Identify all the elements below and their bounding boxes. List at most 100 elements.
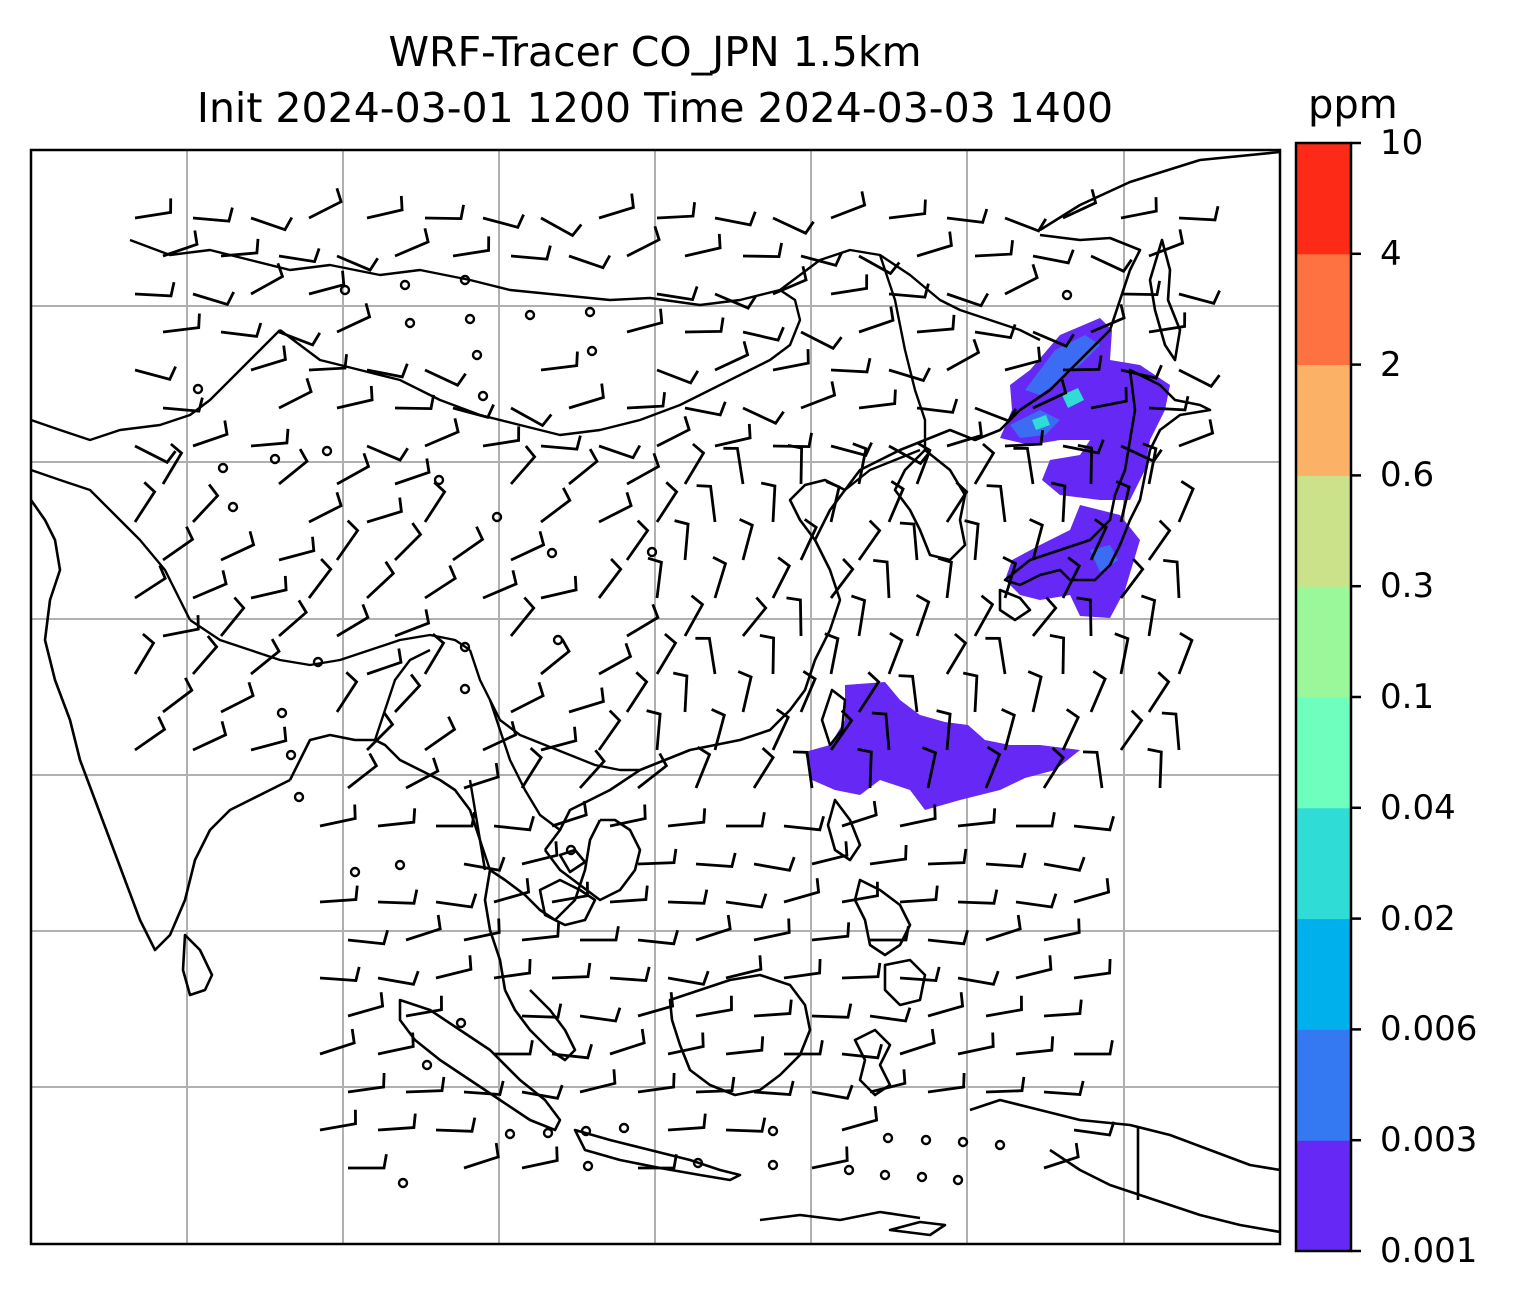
wind-barb xyxy=(308,491,343,524)
wind-barb-calm xyxy=(471,349,483,361)
wind-barb xyxy=(637,929,679,946)
wind-barb xyxy=(841,1106,879,1132)
wind-barb xyxy=(899,1028,936,1056)
wind-barb xyxy=(540,638,571,676)
wind-barb xyxy=(377,808,417,828)
wind-barb xyxy=(250,726,288,752)
wind-barb xyxy=(568,448,599,486)
wind-barb xyxy=(1076,596,1093,637)
wind-barb xyxy=(957,808,997,828)
wind-barb xyxy=(597,558,623,599)
wind-barb xyxy=(598,642,633,676)
wind-barb xyxy=(1178,368,1221,389)
wind-barb xyxy=(1090,387,1128,410)
wind-barb xyxy=(482,720,518,752)
wind-barb xyxy=(1002,556,1018,599)
wind-barb-calm xyxy=(586,345,598,357)
wind-barb xyxy=(753,856,796,872)
wind-barb xyxy=(250,428,290,448)
wind-barb xyxy=(841,881,879,904)
wind-barb xyxy=(870,925,910,942)
wind-barb xyxy=(424,716,457,752)
coast-lesser-sunda xyxy=(759,1210,921,1222)
wind-barb-calm xyxy=(767,1125,779,1137)
wind-barb xyxy=(348,1153,388,1170)
wind-barb xyxy=(394,522,423,561)
coast-timor xyxy=(888,1220,947,1237)
wind-barb xyxy=(916,314,956,334)
wind-barb xyxy=(161,442,184,485)
wind-barb xyxy=(887,480,905,523)
wind-barb xyxy=(540,216,583,238)
wind-barb xyxy=(852,442,868,485)
wind-barb xyxy=(712,556,728,599)
wind-barb xyxy=(1120,280,1161,297)
wind-barb xyxy=(393,673,422,713)
coast-borneo xyxy=(668,973,812,1097)
wind-barb xyxy=(452,404,495,419)
wind-barb xyxy=(1119,558,1145,599)
wind-barb xyxy=(424,417,460,448)
wind-barb-calm xyxy=(552,634,564,646)
wind-barb xyxy=(192,569,228,600)
wind-barb xyxy=(694,746,712,789)
coast-bohai xyxy=(788,478,846,541)
wind-barb xyxy=(394,609,431,638)
wind-barb xyxy=(134,444,177,465)
wind-barb xyxy=(568,254,612,270)
colorbar-bin xyxy=(1296,143,1351,255)
colorbar xyxy=(1294,141,1361,1253)
wind-barb xyxy=(825,480,841,523)
wind-barb xyxy=(850,594,867,637)
wind-barb xyxy=(974,240,1014,258)
wind-barb xyxy=(973,442,996,485)
wind-barb xyxy=(811,922,851,942)
wind-barb xyxy=(830,191,867,220)
wind-barb xyxy=(463,856,506,872)
wind-barb xyxy=(250,262,285,296)
wind-barb xyxy=(1001,708,1016,751)
wind-barb xyxy=(696,484,717,523)
wind-barb-calm xyxy=(957,1136,969,1148)
wind-barb xyxy=(578,749,606,789)
coast-taiwan xyxy=(820,688,847,747)
border-himalaya xyxy=(189,619,471,667)
wind-barb xyxy=(598,491,633,524)
wind-barb xyxy=(609,966,651,982)
colorbar-bin xyxy=(1296,475,1351,587)
wind-barb xyxy=(783,958,822,980)
wind-barb xyxy=(1114,632,1130,675)
wind-barb xyxy=(1032,330,1075,348)
wind-barb xyxy=(366,363,409,379)
wind-barb xyxy=(927,929,969,946)
wind-barb xyxy=(436,811,476,828)
wind-barb xyxy=(463,1142,500,1170)
wind-barb xyxy=(811,1084,854,1100)
wind-barb-calm xyxy=(952,1174,964,1186)
wind-barb xyxy=(1115,480,1131,523)
wind-barb xyxy=(962,671,979,713)
wind-barb xyxy=(405,757,440,790)
wind-barb-calm xyxy=(879,1169,891,1181)
wind-barb-calm xyxy=(584,306,596,318)
wind-barb xyxy=(394,458,431,486)
wind-barb xyxy=(672,671,689,713)
wind-barb xyxy=(1032,249,1075,265)
wind-barb xyxy=(626,225,661,258)
wind-barb xyxy=(667,1032,705,1056)
tracer-plume-east-china-sea xyxy=(805,682,1080,810)
wind-barb xyxy=(1004,263,1039,296)
wind-barb xyxy=(347,752,379,790)
wind-barb xyxy=(1147,671,1171,713)
wind-barb xyxy=(1004,430,1044,448)
wind-barb xyxy=(830,357,872,374)
wind-barb xyxy=(1015,955,1053,980)
wind-barb xyxy=(394,394,435,411)
wind-barb xyxy=(841,800,878,828)
wind-barb xyxy=(1089,518,1108,561)
wind-barb xyxy=(811,841,849,866)
wind-barb xyxy=(858,254,901,276)
wind-barb xyxy=(916,231,953,258)
wind-barb xyxy=(898,674,919,713)
wind-barb-calm xyxy=(994,1139,1006,1151)
